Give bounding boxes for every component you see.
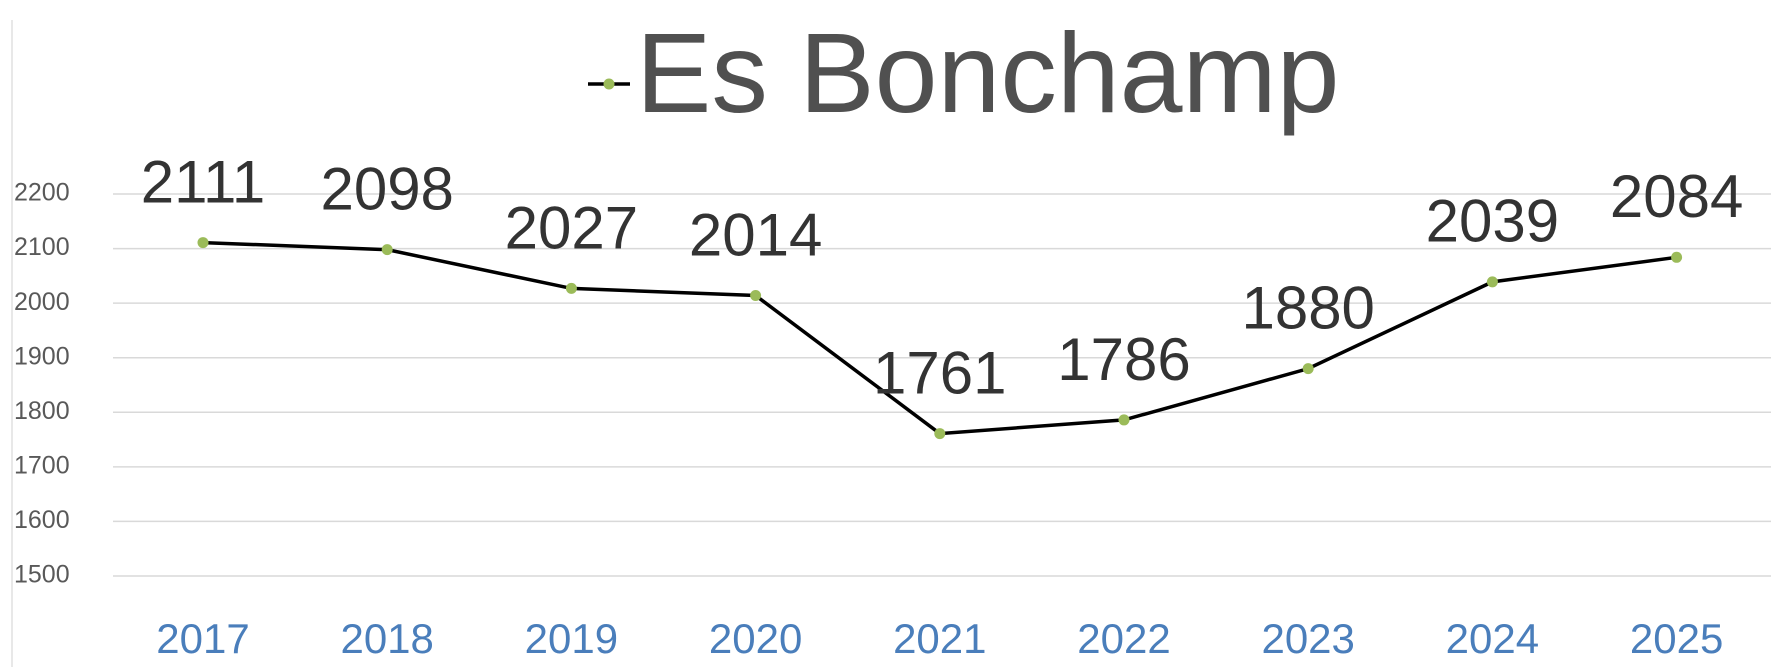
legend-label: Es Bonchamp (636, 10, 1340, 136)
data-label: 2039 (1426, 188, 1559, 255)
data-label: 1761 (873, 339, 1006, 406)
data-point (1302, 363, 1314, 375)
x-tick-label: 2021 (893, 615, 986, 662)
data-point (197, 237, 209, 249)
data-label: 1880 (1241, 274, 1374, 341)
y-tick-label: 2000 (14, 288, 70, 316)
y-tick-label: 1900 (14, 342, 70, 370)
data-point (750, 290, 762, 302)
x-tick-label: 2019 (525, 615, 618, 662)
data-point (934, 428, 946, 440)
data-label: 2027 (505, 194, 638, 261)
y-tick-label: 2100 (14, 233, 70, 261)
x-tick-label: 2020 (709, 615, 802, 662)
data-point (1486, 276, 1498, 288)
data-point (1671, 251, 1683, 263)
y-tick-label: 2200 (14, 179, 70, 207)
y-tick-label: 1500 (14, 561, 70, 589)
x-tick-label: 2024 (1446, 615, 1539, 662)
x-tick-label: 2017 (156, 615, 249, 662)
data-label: 2111 (141, 148, 266, 215)
data-label: 1786 (1057, 326, 1190, 393)
data-point (565, 282, 577, 294)
data-label: 2098 (320, 156, 453, 223)
y-tick-label: 1600 (14, 506, 70, 534)
data-point (381, 244, 393, 256)
x-tick-label: 2023 (1261, 615, 1354, 662)
legend-marker (603, 78, 615, 90)
y-tick-label: 1800 (14, 397, 70, 425)
data-label: 2084 (1610, 163, 1743, 230)
x-tick-label: 2025 (1630, 615, 1723, 662)
x-tick-label: 2022 (1077, 615, 1170, 662)
data-point (1118, 414, 1130, 426)
x-tick-label: 2018 (340, 615, 433, 662)
data-label: 2014 (689, 201, 822, 268)
y-tick-label: 1700 (14, 451, 70, 479)
